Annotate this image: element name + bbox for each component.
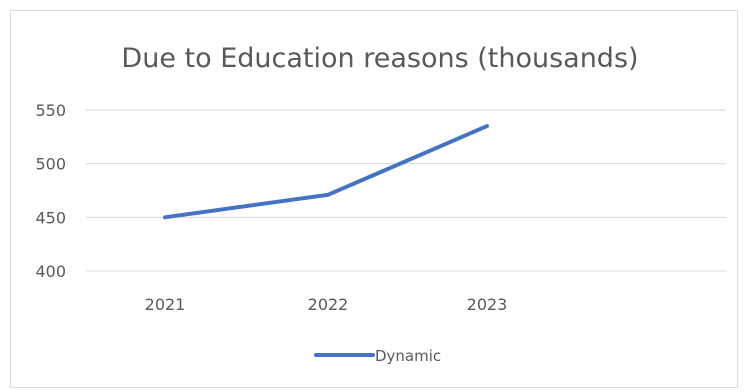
series-line-dynamic xyxy=(163,124,489,220)
legend: Dynamic xyxy=(314,347,441,365)
chart-frame xyxy=(10,10,738,388)
gridlines xyxy=(86,109,726,272)
x-tick-label: 2022 xyxy=(308,295,349,314)
y-tick-label: 550 xyxy=(35,101,66,120)
x-tick-label: 2023 xyxy=(467,295,508,314)
y-tick-label: 500 xyxy=(35,155,66,174)
y-tick-label: 400 xyxy=(35,262,66,281)
legend-label-dynamic: Dynamic xyxy=(375,347,441,365)
x-tick-label: 2021 xyxy=(145,295,186,314)
y-axis-ticks: 400 450 500 550 xyxy=(35,101,66,281)
series-layer xyxy=(163,124,489,220)
chart-title: Due to Education reasons (thousands) xyxy=(121,43,638,74)
x-axis-ticks: 2021 2022 2023 xyxy=(145,295,508,314)
y-tick-label: 450 xyxy=(35,208,66,227)
